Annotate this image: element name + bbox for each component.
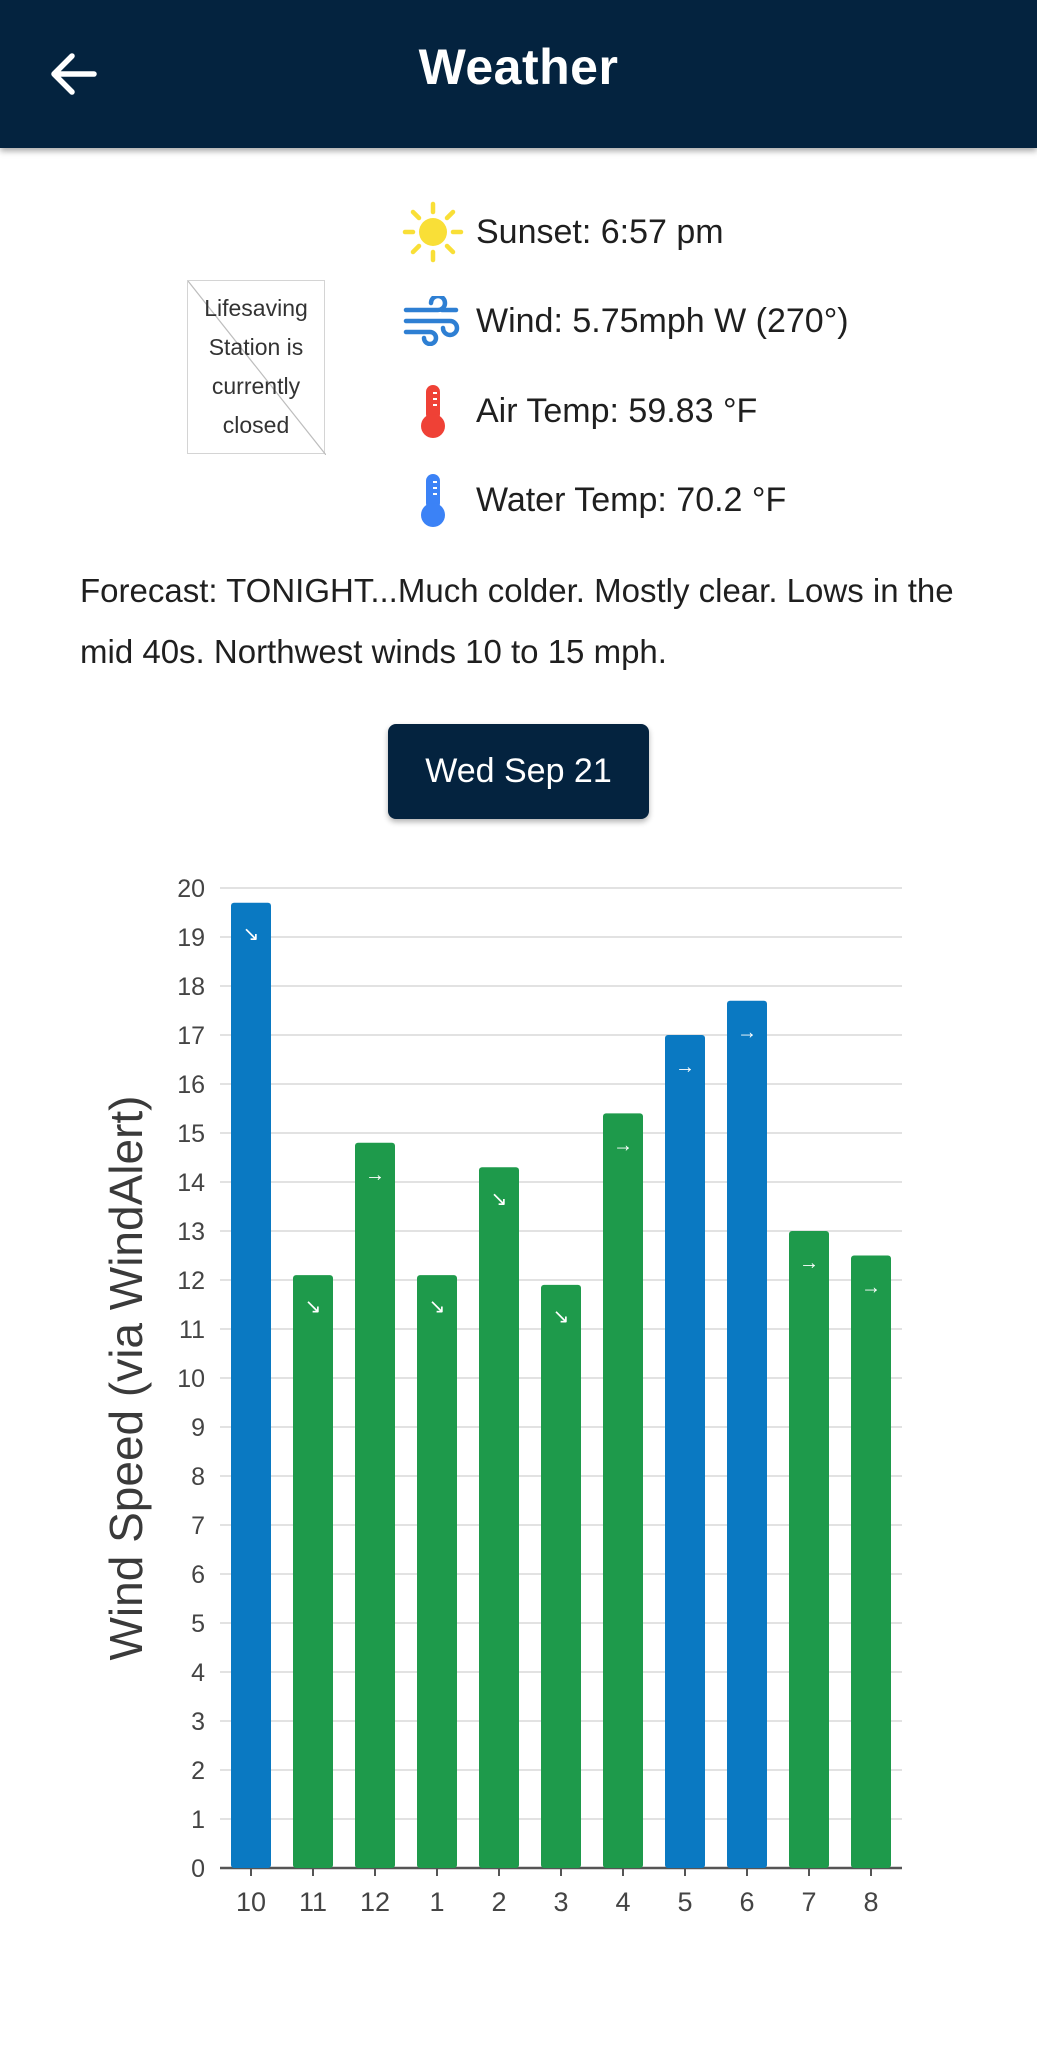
app-bar: Weather	[0, 0, 1037, 148]
bar	[665, 1035, 705, 1868]
y-axis-title: Wind Speed (via WindAlert)	[100, 1096, 152, 1661]
bar	[231, 902, 271, 1868]
station-status-line: currently	[211, 373, 301, 399]
thermometer-cold-icon	[400, 467, 466, 533]
x-tick-label: 2	[491, 1887, 506, 1917]
wind-direction-arrow: ↘	[429, 1296, 446, 1318]
bar	[355, 1142, 395, 1868]
wind-direction-arrow: ↘	[553, 1306, 570, 1328]
x-tick-label: 12	[360, 1887, 390, 1917]
wind-direction-arrow: ↘	[305, 1296, 322, 1318]
sunset-row: Sunset: 6:57 pm	[400, 197, 724, 267]
y-tick-label: 14	[177, 1169, 205, 1197]
y-tick-label: 17	[177, 1022, 205, 1050]
bar	[541, 1284, 581, 1868]
sun-icon	[400, 199, 466, 265]
wind-direction-arrow: →	[675, 1056, 695, 1078]
y-tick-label: 18	[177, 973, 205, 1001]
wind-text: Wind: 5.75mph W (270°)	[476, 301, 849, 340]
y-tick-label: 20	[177, 875, 205, 903]
broken-image-slash	[188, 281, 326, 455]
page-title: Weather	[418, 39, 619, 95]
wind-speed-chart: 0 1 2 3 4 5 6 7 8 9 10 11 12 13 14 15 16 17 18 19 20 ↘ 10 ↘ 11 → 1…	[0, 860, 1037, 1960]
y-tick-label: 15	[177, 1120, 205, 1148]
x-tick-label: 1	[429, 1887, 444, 1917]
bar	[479, 1167, 519, 1868]
wind-row: Wind: 5.75mph W (270°)	[400, 286, 849, 356]
back-button[interactable]	[40, 44, 106, 104]
water-temp-row: Water Temp: 70.2 °F	[400, 465, 786, 535]
x-tick-label: 4	[615, 1887, 630, 1917]
wind-direction-arrow: →	[737, 1022, 757, 1044]
y-tick-label: 0	[191, 1855, 205, 1883]
y-tick-label: 12	[177, 1267, 205, 1295]
y-tick-label: 4	[191, 1659, 205, 1687]
y-tick-label: 19	[177, 924, 205, 952]
sunset-text: Sunset: 6:57 pm	[476, 212, 724, 251]
station-status-line: Lifesaving	[204, 295, 308, 321]
bar	[293, 1275, 333, 1868]
y-tick-label: 6	[191, 1561, 205, 1589]
date-selector-button[interactable]: Wed Sep 21	[388, 724, 649, 819]
x-tick-label: 10	[236, 1887, 266, 1917]
bar	[727, 1000, 767, 1868]
y-tick-label: 10	[177, 1365, 205, 1393]
wind-speed-chart-svg: 01234567891011121314151617181920↘10↘11→1…	[100, 875, 902, 1917]
air-temp-text: Air Temp: 59.83 °F	[476, 391, 758, 430]
y-tick-label: 2	[191, 1757, 205, 1785]
wind-direction-arrow: →	[613, 1134, 633, 1156]
wind-direction-arrow: ↘	[491, 1188, 508, 1210]
x-tick-label: 6	[739, 1887, 754, 1917]
y-tick-label: 1	[191, 1806, 205, 1834]
y-tick-label: 13	[177, 1218, 205, 1246]
bar	[603, 1113, 643, 1868]
x-tick-label: 5	[677, 1887, 692, 1917]
x-tick-label: 7	[801, 1887, 816, 1917]
wind-icon	[400, 288, 466, 354]
y-tick-label: 11	[179, 1316, 205, 1344]
bar	[851, 1255, 891, 1868]
air-temp-row: Air Temp: 59.83 °F	[400, 376, 757, 446]
y-tick-label: 8	[191, 1463, 205, 1491]
water-temp-text: Water Temp: 70.2 °F	[476, 480, 787, 519]
y-tick-label: 3	[191, 1708, 205, 1736]
wind-direction-arrow: →	[799, 1252, 819, 1274]
y-tick-label: 7	[191, 1512, 205, 1540]
y-tick-label: 16	[177, 1071, 205, 1099]
bar	[417, 1275, 457, 1868]
wind-direction-arrow: →	[365, 1164, 385, 1186]
x-tick-label: 8	[863, 1887, 878, 1917]
arrow-left-icon	[51, 53, 97, 95]
thermometer-hot-icon	[400, 378, 466, 444]
bar	[789, 1231, 829, 1868]
x-tick-label: 3	[553, 1887, 568, 1917]
station-status-image: Lifesaving Station is currently closed	[187, 280, 326, 455]
y-tick-label: 5	[191, 1610, 205, 1638]
forecast-text: Forecast: TONIGHT...Much colder. Mostly …	[80, 572, 954, 670]
wind-direction-arrow: ↘	[243, 924, 260, 946]
x-tick-label: 11	[299, 1887, 327, 1917]
wind-direction-arrow: →	[861, 1277, 881, 1299]
station-status-line: Station is	[208, 334, 304, 360]
y-tick-label: 9	[191, 1414, 205, 1442]
station-status-line: closed	[222, 412, 290, 438]
